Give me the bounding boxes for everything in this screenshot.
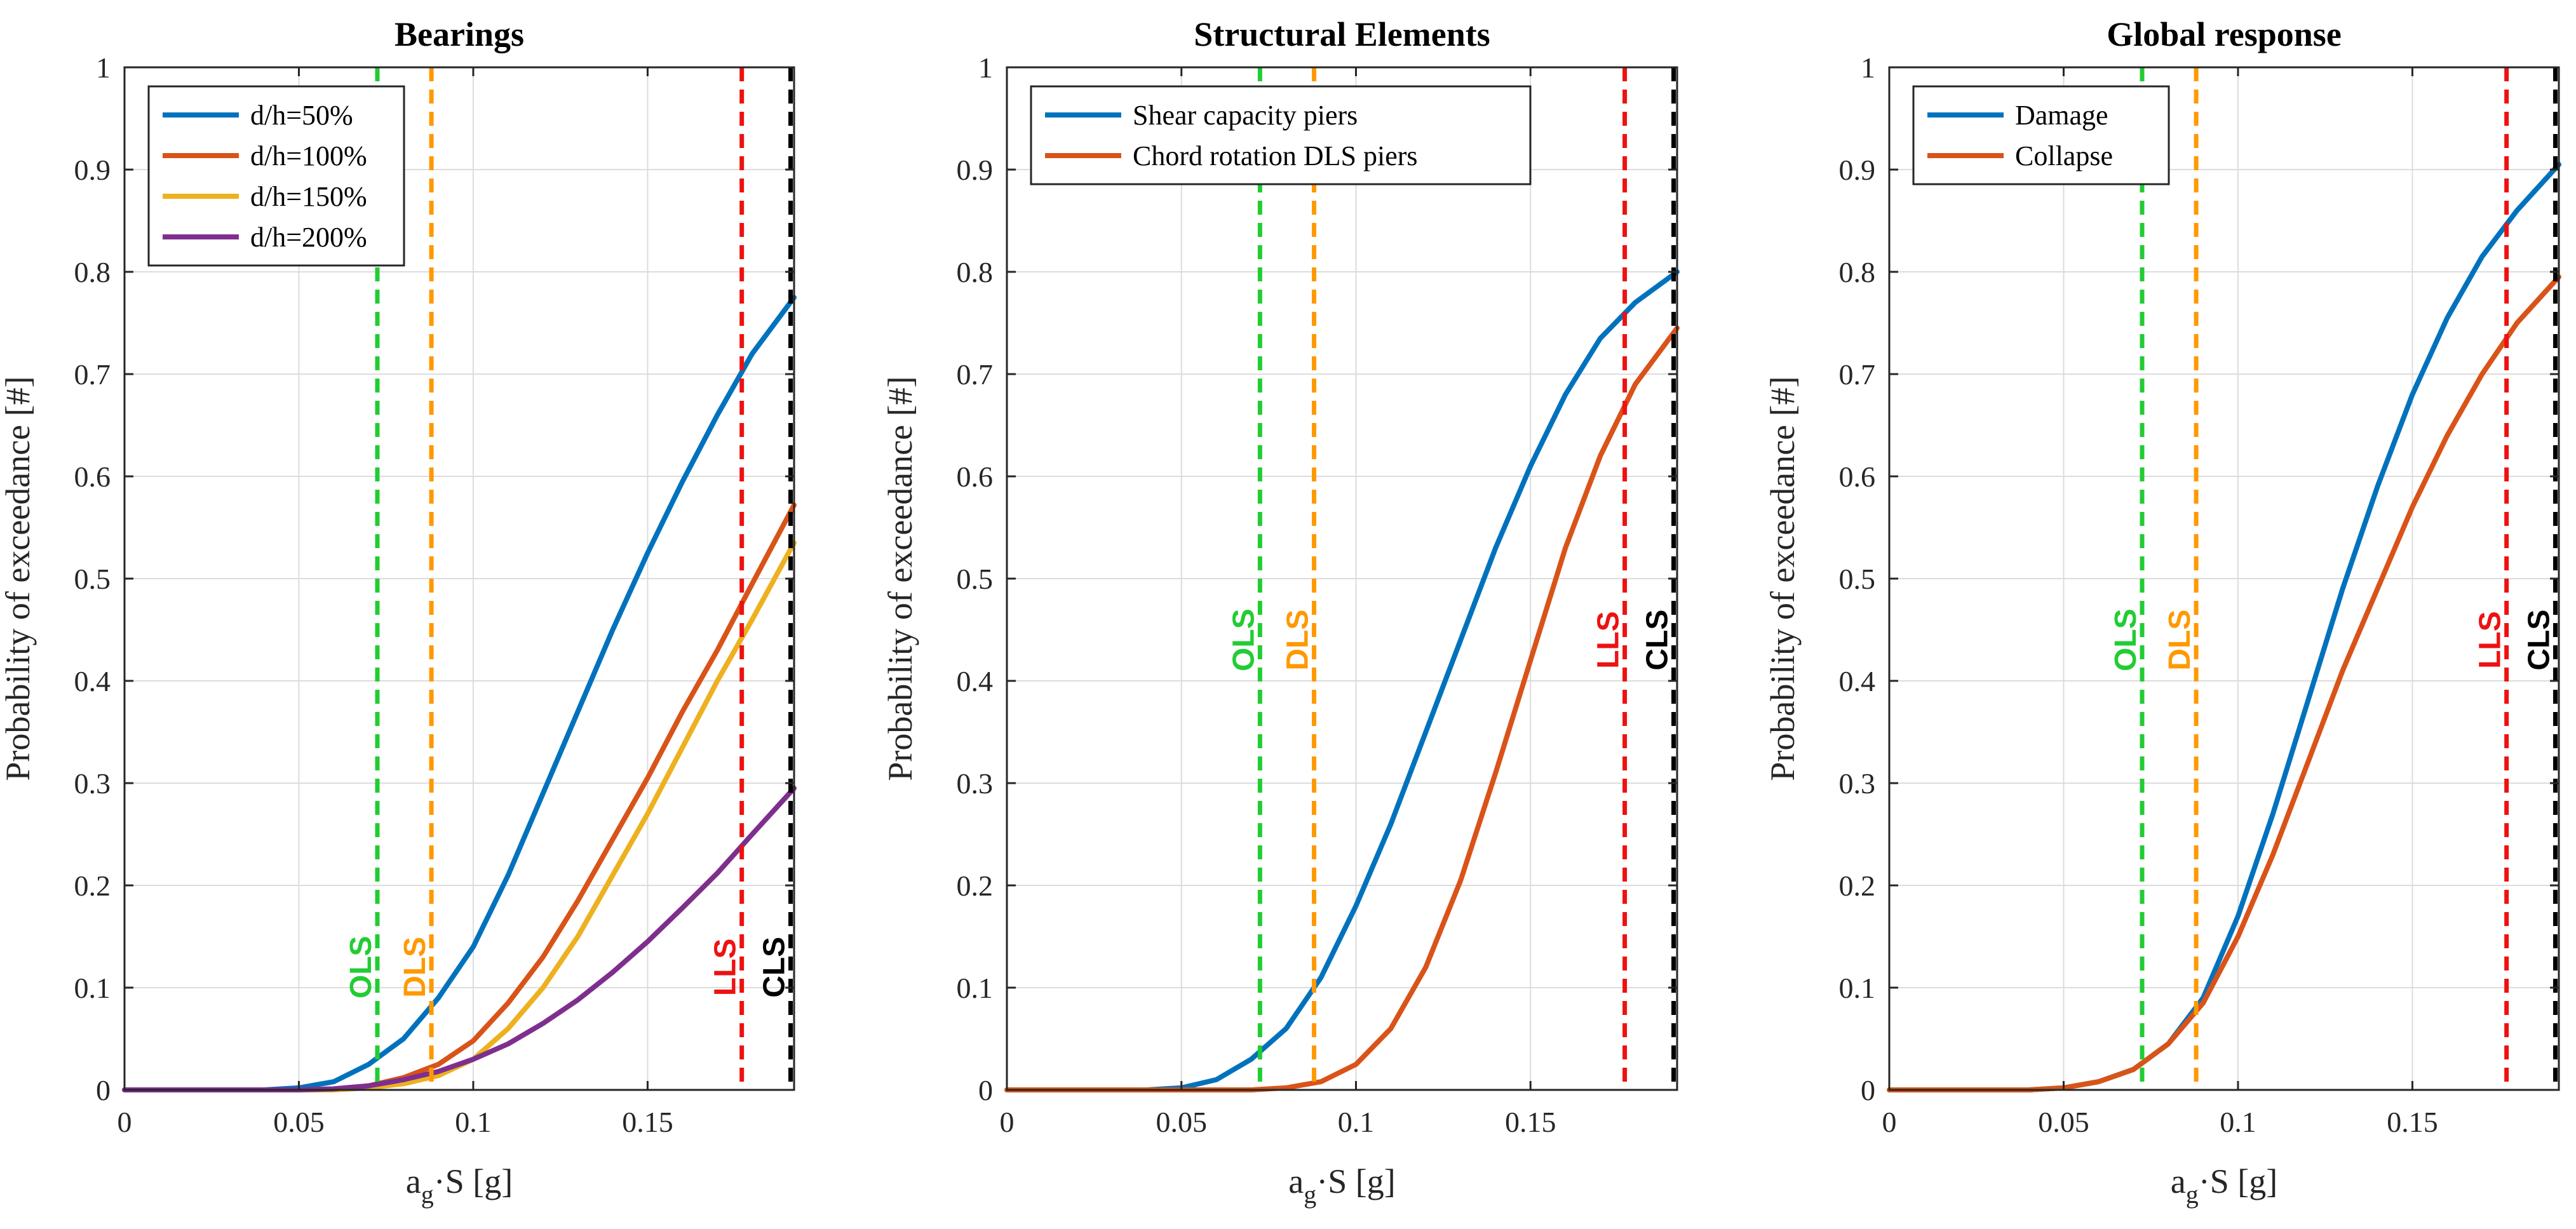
series-line-collapse <box>1887 274 2561 1092</box>
panel-bearings: OLS DLS LLS CLS00.10.20.30.40.50.60.70.80.9… <box>0 15 797 1209</box>
y-tick-label: 0.3 <box>1839 767 1876 800</box>
y-tick-label: 0.3 <box>74 767 111 800</box>
y-tick-label: 0 <box>1861 1074 1875 1106</box>
legend-box <box>1912 85 2170 185</box>
limit-label-dls: DLS <box>398 937 432 998</box>
chart-title: Structural Elements <box>1194 15 1490 53</box>
y-tick-label: 0.9 <box>1839 154 1876 186</box>
x-axis-label-rest: ·S [g] <box>434 1162 513 1200</box>
legend: Shear capacity piers Chord rotation DLS p… <box>1030 85 1532 185</box>
y-tick-label: 0.4 <box>957 665 994 697</box>
y-tick-label: 0.1 <box>1839 972 1876 1004</box>
y-axis-label: Probability of exceedance [#] <box>881 376 919 781</box>
limit-label-dls: DLS <box>2163 610 2197 671</box>
panel-structural-elements: OLS DLS LLS CLS 0 0.1 0.2 0.3 0.4 0.5 0.6 0.7 0.8 0.9… <box>881 15 1680 1209</box>
y-tick-label: 0.7 <box>957 358 994 391</box>
limit-label-cls: CLS <box>2523 610 2556 671</box>
y-tick-label: 0.6 <box>957 460 994 493</box>
y-tick-label: 0.4 <box>74 665 111 697</box>
legend-label-chord-rotation-dls-piers: Chord rotation DLS piers <box>1133 140 1418 171</box>
legend-label-damage: Damage <box>2015 100 2108 131</box>
legend: d/h=50% d/h=100% d/h=150% d/h=200% <box>147 85 405 267</box>
y-tick-label: 0.9 <box>74 154 111 186</box>
y-tick-label: 1 <box>1861 51 1875 84</box>
x-axis-label-main: a <box>2171 1162 2186 1200</box>
x-tick-label: 0 <box>1882 1106 1897 1138</box>
y-tick-label: 0.3 <box>957 767 994 800</box>
y-tick-label: 0.7 <box>1839 358 1876 391</box>
limit-label-dls: DLS <box>1281 610 1315 671</box>
x-tick-label: 0.05 <box>273 1106 325 1138</box>
legend-box <box>1030 85 1532 185</box>
x-tick-label: 0 <box>118 1106 132 1138</box>
x-tick-label: 0.1 <box>2220 1106 2256 1138</box>
limit-label-ols: OLS <box>344 936 378 998</box>
y-tick-label: 0.1 <box>957 972 994 1004</box>
x-axis-label-sub: g <box>2186 1180 2199 1209</box>
x-axis-label: ag·S [g] <box>1288 1162 1395 1209</box>
x-axis-label-main: a <box>406 1162 421 1200</box>
y-tick-label: 0.2 <box>74 870 111 902</box>
x-tick-label: 0.15 <box>2387 1106 2438 1138</box>
y-tick-label: 0.8 <box>74 256 111 288</box>
y-tick-label: 0.2 <box>957 870 994 902</box>
y-axis-label: Probability of exceedance [#] <box>0 376 37 781</box>
limit-label-ols: OLS <box>2109 608 2143 671</box>
y-tick-label: 0.1 <box>74 972 111 1004</box>
y-tick-label: 0.9 <box>957 154 994 186</box>
legend-label-d-h-200: d/h=200% <box>250 222 367 253</box>
x-axis-label-main: a <box>1288 1162 1304 1200</box>
limit-label-lls: LLS <box>709 938 743 996</box>
panel-global-response: OLS DLS LLS CLS 0 0.1 0.2 0.3 0.4 0.5 0.6 0.7 0.8 0.9… <box>1763 15 2561 1209</box>
x-axis-label-sub: g <box>1304 1180 1316 1209</box>
y-tick-label: 0.6 <box>74 460 111 493</box>
legend-label-d-h-100: d/h=100% <box>250 140 367 171</box>
y-tick-label: 0.2 <box>1839 870 1876 902</box>
limit-label-cls: CLS <box>1641 610 1675 671</box>
x-axis-label-rest: ·S [g] <box>2199 1162 2277 1200</box>
legend-label-d-h-150: d/h=150% <box>250 181 367 212</box>
y-tick-label: 0.6 <box>1839 460 1876 493</box>
x-tick-label: 0.1 <box>1338 1106 1375 1138</box>
chart-title: Bearings <box>394 15 524 53</box>
y-tick-label: 0.8 <box>1839 256 1876 288</box>
chart-title: Global response <box>2107 15 2342 53</box>
x-tick-label: 0.05 <box>1156 1106 1207 1138</box>
y-axis-label: Probability of exceedance [#] <box>1763 376 1802 781</box>
y-tick-label: 0.5 <box>74 563 111 595</box>
x-tick-label: 0.05 <box>2038 1106 2089 1138</box>
x-tick-label: 0.15 <box>1505 1106 1556 1138</box>
y-tick-label: 0.4 <box>1839 665 1876 697</box>
y-tick-label: 0 <box>96 1074 111 1106</box>
y-tick-label: 0.5 <box>1839 563 1876 595</box>
limit-label-lls: LLS <box>2474 611 2507 669</box>
x-tick-label: 0 <box>1000 1106 1015 1138</box>
y-tick-label: 0.8 <box>957 256 994 288</box>
y-tick-label: 1 <box>96 51 111 84</box>
legend-label-d-h-50: d/h=50% <box>250 100 353 131</box>
y-tick-label: 0 <box>978 1074 993 1106</box>
y-tick-label: 0.5 <box>957 563 994 595</box>
y-tick-label: 1 <box>978 51 993 84</box>
y-tick-label: 0.7 <box>74 358 111 391</box>
legend-label-shear-capacity-piers: Shear capacity piers <box>1133 100 1358 131</box>
x-axis-label-rest: ·S [g] <box>1316 1162 1395 1200</box>
limit-label-lls: LLS <box>1592 611 1626 669</box>
series-line-shear-capacity-piers <box>1004 269 1680 1092</box>
x-tick-label: 0.15 <box>622 1106 673 1138</box>
x-axis-label: ag·S [g] <box>406 1162 513 1209</box>
legend-label-collapse: Collapse <box>2015 140 2113 171</box>
x-axis-label: ag·S [g] <box>2171 1162 2277 1209</box>
legend: Damage Collapse <box>1912 85 2170 185</box>
x-tick-label: 0.1 <box>455 1106 492 1138</box>
limit-label-ols: OLS <box>1227 608 1260 671</box>
x-axis-label-sub: g <box>421 1180 434 1209</box>
